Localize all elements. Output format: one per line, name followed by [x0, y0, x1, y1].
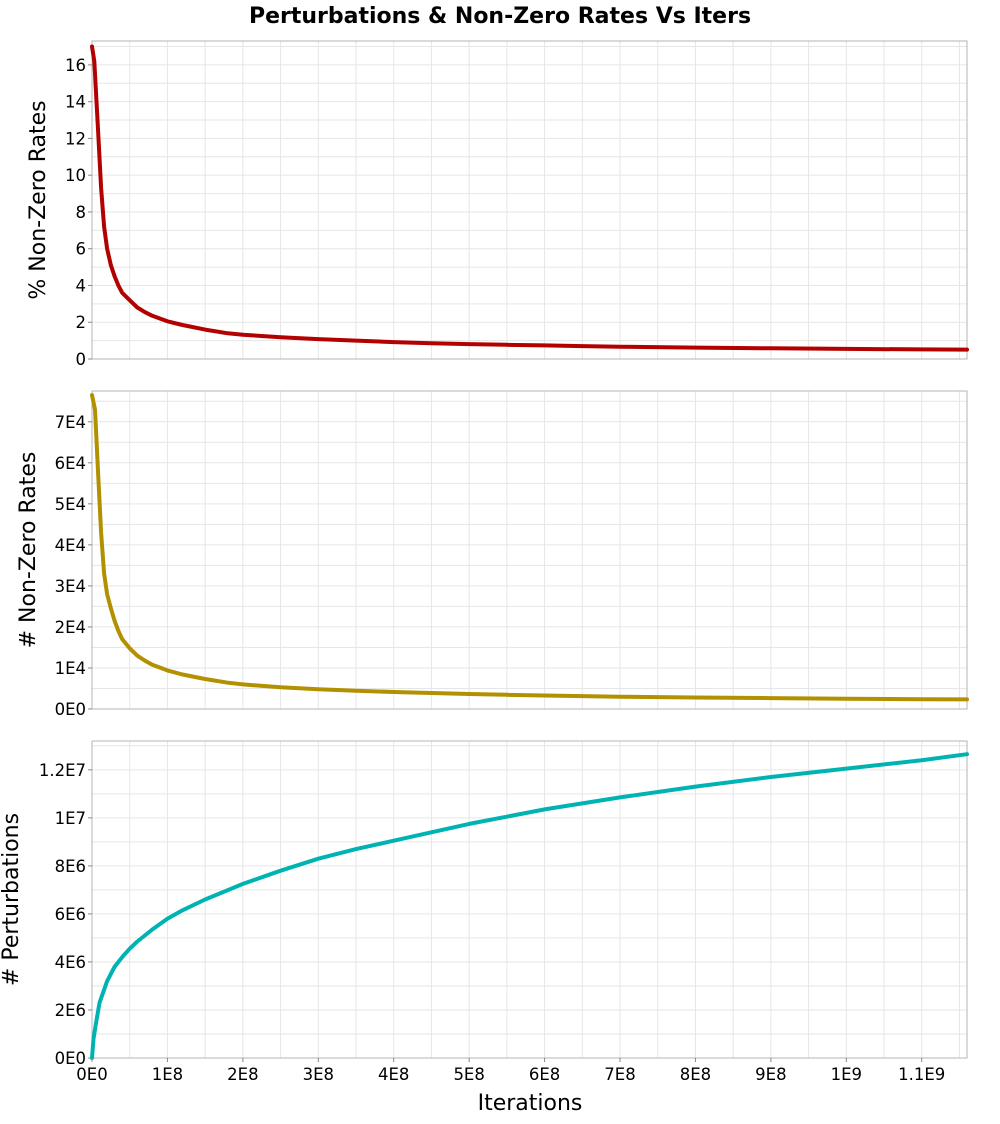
x-tick-label: 3E8	[303, 1065, 334, 1084]
y-tick-label: 2E6	[55, 1001, 86, 1020]
panel-1: 0 2 4 6 8 10 12 14 16 % Non-Zero Rates	[26, 40, 969, 369]
plot-frame	[91, 740, 968, 1059]
x-gridlines	[91, 391, 960, 709]
y-axis-label: # Non-Zero Rates	[16, 452, 41, 649]
y-tick-label: 0E0	[55, 1049, 86, 1068]
y-tick-label: 5E4	[55, 495, 86, 514]
x-axis-label: Iterations	[478, 1091, 583, 1116]
x-tick-label: 4E8	[378, 1065, 409, 1084]
y-tick-label: 10	[65, 166, 86, 185]
chart-panels: 0 2 4 6 8 10 12 14 16 % Non-Zero Rates 0E0 1E4 2E4 3E…	[0, 40, 969, 1084]
y-tick-label: 6	[76, 240, 87, 259]
x-tick-label: 1.1E9	[898, 1065, 945, 1084]
series-line-3	[90, 752, 969, 1060]
y-tick-label: 1E4	[55, 659, 86, 678]
x-tick-label: 1E8	[152, 1065, 183, 1084]
y-tick-label: 4E4	[55, 536, 86, 555]
x-gridlines	[91, 41, 960, 359]
series-line-1	[90, 44, 969, 352]
y-tick-label: 16	[65, 56, 86, 75]
y-tick-label: 0	[76, 350, 87, 369]
y-tick-label: 7E4	[55, 413, 86, 432]
y-axis-label: % Non-Zero Rates	[26, 100, 51, 299]
y-tick-label: 6E4	[55, 454, 86, 473]
y-gridlines	[92, 400, 967, 710]
y-tick-label: 8E6	[55, 857, 86, 876]
y-tick-label: 4E6	[55, 953, 86, 972]
x-tick-label: 9E8	[755, 1065, 786, 1084]
y-tick-label: 0E0	[55, 700, 86, 719]
y-tick-label: 4	[76, 276, 87, 295]
x-tick-label: 1E9	[831, 1065, 862, 1084]
y-tick-label: 1E7	[55, 809, 86, 828]
x-axis-ticks: 0E0 1E8 2E8 3E8 4E8 5E8 6E8 7E8 8E8 9E8 1E9 1.1E9	[76, 1058, 945, 1084]
y-axis-label: # Perturbations	[0, 813, 24, 986]
chart-title: Perturbations & Non-Zero Rates Vs Iters	[249, 4, 751, 29]
y-tick-label: 2E4	[55, 618, 86, 637]
y-tick-label: 3E4	[55, 577, 86, 596]
plot-area	[92, 391, 967, 709]
x-tick-label: 2E8	[227, 1065, 258, 1084]
y-tick-label: 12	[65, 129, 86, 148]
plot-area	[92, 41, 967, 359]
x-tick-label: 6E8	[529, 1065, 560, 1084]
series-line-2	[90, 393, 969, 702]
y-tick-label: 8	[76, 203, 87, 222]
x-tick-label: 5E8	[453, 1065, 484, 1084]
plot-frame	[91, 390, 968, 710]
y-tick-label: 6E6	[55, 905, 86, 924]
y-tick-label: 2	[76, 313, 87, 332]
plot-frame	[91, 40, 968, 360]
y-tick-label: 14	[65, 93, 86, 112]
x-tick-label: 7E8	[604, 1065, 635, 1084]
panel-2: 0E0 1E4 2E4 3E4 4E4 5E4 6E4 7E4 # Non-Zero Rates	[16, 390, 969, 719]
panel-3: 0E0 2E6 4E6 6E6 8E6 1E7 1.2E7 # Perturbations	[0, 740, 969, 1068]
x-tick-label: 8E8	[680, 1065, 711, 1084]
y-tick-label: 1.2E7	[39, 761, 86, 780]
x-tick-label: 0E0	[76, 1065, 107, 1084]
